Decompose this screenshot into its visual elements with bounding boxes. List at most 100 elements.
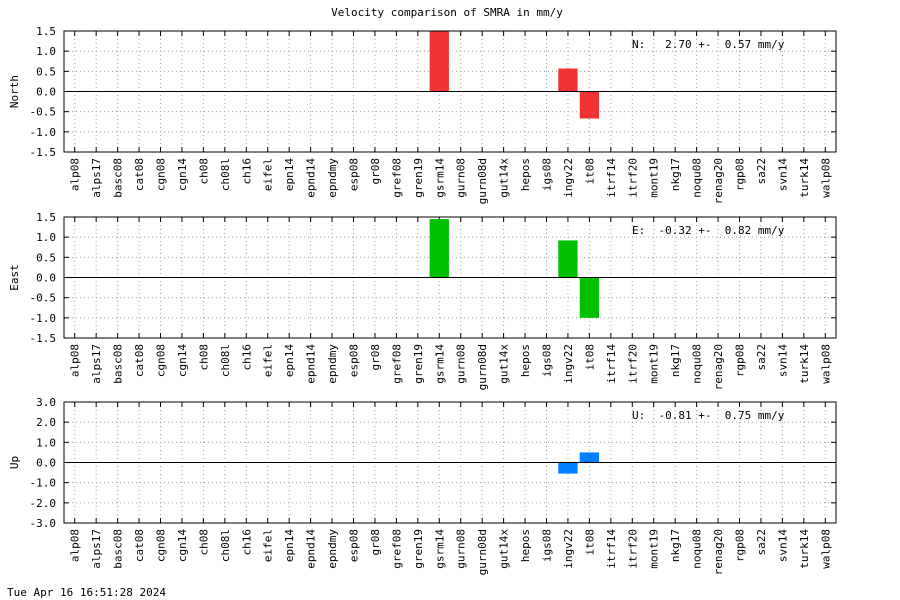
bar-gsrm14 xyxy=(429,31,449,92)
bar-it08 xyxy=(579,91,600,119)
x-tick-label: mont19 xyxy=(648,158,661,198)
x-tick-label: gut14x xyxy=(498,344,511,384)
x-tick-label: hepos xyxy=(519,158,532,191)
x-tick-label: epnd14 xyxy=(305,344,318,384)
x-tick-label: gr08 xyxy=(369,158,382,185)
x-tick-label: ch16 xyxy=(240,344,253,371)
stats-annotation: N: 2.70 +- 0.57 mm/y xyxy=(632,38,785,51)
y-axis-label: Up xyxy=(8,456,21,469)
x-tick-label: igs08 xyxy=(541,344,554,377)
y-axis-label: East xyxy=(8,264,21,291)
x-tick-label: renag20 xyxy=(712,529,725,575)
y-tick-label: 1.5 xyxy=(36,25,56,38)
x-tick-label: esp08 xyxy=(348,344,361,377)
x-tick-label: itrf14 xyxy=(605,158,618,198)
x-tick-label: esp08 xyxy=(348,529,361,562)
y-tick-label: 0.5 xyxy=(36,65,56,78)
x-tick-label: itrf14 xyxy=(605,529,618,569)
x-tick-label: cat08 xyxy=(133,529,146,562)
bar-gsrm14 xyxy=(429,219,449,278)
x-tick-label: turk14 xyxy=(798,158,811,198)
x-tick-label: eifel xyxy=(262,158,275,191)
x-tick-label: epndmy xyxy=(326,158,339,198)
x-tick-label: gr08 xyxy=(369,344,382,371)
x-tick-label: gsrm14 xyxy=(433,158,446,198)
x-tick-label: walp08 xyxy=(819,344,832,384)
x-tick-label: cgn08 xyxy=(155,344,168,377)
x-tick-label: rgp08 xyxy=(734,344,747,377)
x-tick-label: alp08 xyxy=(69,344,82,377)
plot-frame xyxy=(63,216,837,339)
stats-annotation: E: -0.32 +- 0.82 mm/y xyxy=(632,224,785,237)
x-tick-label: igs08 xyxy=(541,529,554,562)
x-tick-label: walp08 xyxy=(819,529,832,569)
x-tick-label: ch08l xyxy=(219,158,232,191)
y-tick-label: -1.0 xyxy=(30,312,57,325)
x-tick-label: renag20 xyxy=(712,158,725,204)
x-tick-label: basc08 xyxy=(112,158,125,198)
x-tick-label: cgn14 xyxy=(176,158,189,191)
x-tick-label: cat08 xyxy=(133,158,146,191)
y-tick-label: 1.0 xyxy=(36,436,56,449)
x-tick-label: gren19 xyxy=(412,344,425,384)
y-axis-label: North xyxy=(8,75,21,108)
x-tick-label: svn14 xyxy=(776,344,789,377)
x-tick-label: alps17 xyxy=(90,158,103,198)
x-tick-label: walp08 xyxy=(819,158,832,198)
x-tick-label: epn14 xyxy=(283,529,296,562)
x-tick-label: eifel xyxy=(262,344,275,377)
bar-ingv22 xyxy=(558,68,578,92)
y-tick-label: -1.5 xyxy=(30,146,57,159)
x-tick-label: cgn14 xyxy=(176,344,189,377)
x-tick-label: itrf14 xyxy=(605,344,618,384)
plot-frame xyxy=(63,401,837,524)
x-tick-label: turk14 xyxy=(798,344,811,384)
chart-title: Velocity comparison of SMRA in mm/y xyxy=(331,6,563,19)
x-tick-label: rgp08 xyxy=(734,529,747,562)
x-tick-label: gurn08 xyxy=(455,529,468,569)
x-tick-label: cgn08 xyxy=(155,158,168,191)
panel-up: -3.0 -2.0 -1.0 0.0 1.0 2.0 3.0 Up U: -0.81 +- 0.… xyxy=(8,396,837,575)
x-tick-label: itrf20 xyxy=(626,344,639,384)
x-tick-label: cgn08 xyxy=(155,529,168,562)
y-tick-label: -0.5 xyxy=(30,292,57,305)
x-tick-label: gr08 xyxy=(369,529,382,556)
x-tick-label: svn14 xyxy=(776,158,789,191)
x-tick-label: gurn08 xyxy=(455,344,468,384)
x-tick-label: noqu08 xyxy=(691,344,704,384)
x-tick-label: hepos xyxy=(519,529,532,562)
x-tick-label: epnd14 xyxy=(305,529,318,569)
x-tick-label: gref08 xyxy=(390,529,403,569)
x-tick-label: mont19 xyxy=(648,529,661,569)
x-tick-label: cgn14 xyxy=(176,529,189,562)
y-tick-label: 0.0 xyxy=(36,86,56,99)
x-tick-label: ingv22 xyxy=(562,529,575,569)
x-tick-label: alp08 xyxy=(69,158,82,191)
x-tick-label: gurn08d xyxy=(476,344,489,390)
x-tick-label: epndmy xyxy=(326,344,339,384)
x-tick-label: ch08 xyxy=(197,529,210,556)
x-tick-label: noqu08 xyxy=(691,529,704,569)
bar-it08 xyxy=(579,277,600,318)
x-tick-label: esp08 xyxy=(348,158,361,191)
x-tick-label: basc08 xyxy=(112,344,125,384)
y-tick-label: -1.0 xyxy=(30,477,57,490)
x-tick-label: epn14 xyxy=(283,344,296,377)
x-tick-label: sa22 xyxy=(755,344,768,371)
x-tick-label: epnd14 xyxy=(305,158,318,198)
x-tick-label: ingv22 xyxy=(562,344,575,384)
x-tick-label: epndmy xyxy=(326,529,339,569)
x-tick-label: alps17 xyxy=(90,529,103,569)
x-tick-label: noqu08 xyxy=(691,158,704,198)
x-tick-label: gref08 xyxy=(390,344,403,384)
bar-ingv22 xyxy=(558,240,578,278)
y-tick-label: 1.0 xyxy=(36,45,56,58)
x-tick-label: ch08 xyxy=(197,158,210,185)
y-tick-label: 3.0 xyxy=(36,396,56,409)
x-tick-label: gren19 xyxy=(412,158,425,198)
bar-it08 xyxy=(579,452,600,463)
y-tick-label: 2.0 xyxy=(36,416,56,429)
x-tick-label: igs08 xyxy=(541,158,554,191)
x-tick-label: gut14x xyxy=(498,529,511,569)
